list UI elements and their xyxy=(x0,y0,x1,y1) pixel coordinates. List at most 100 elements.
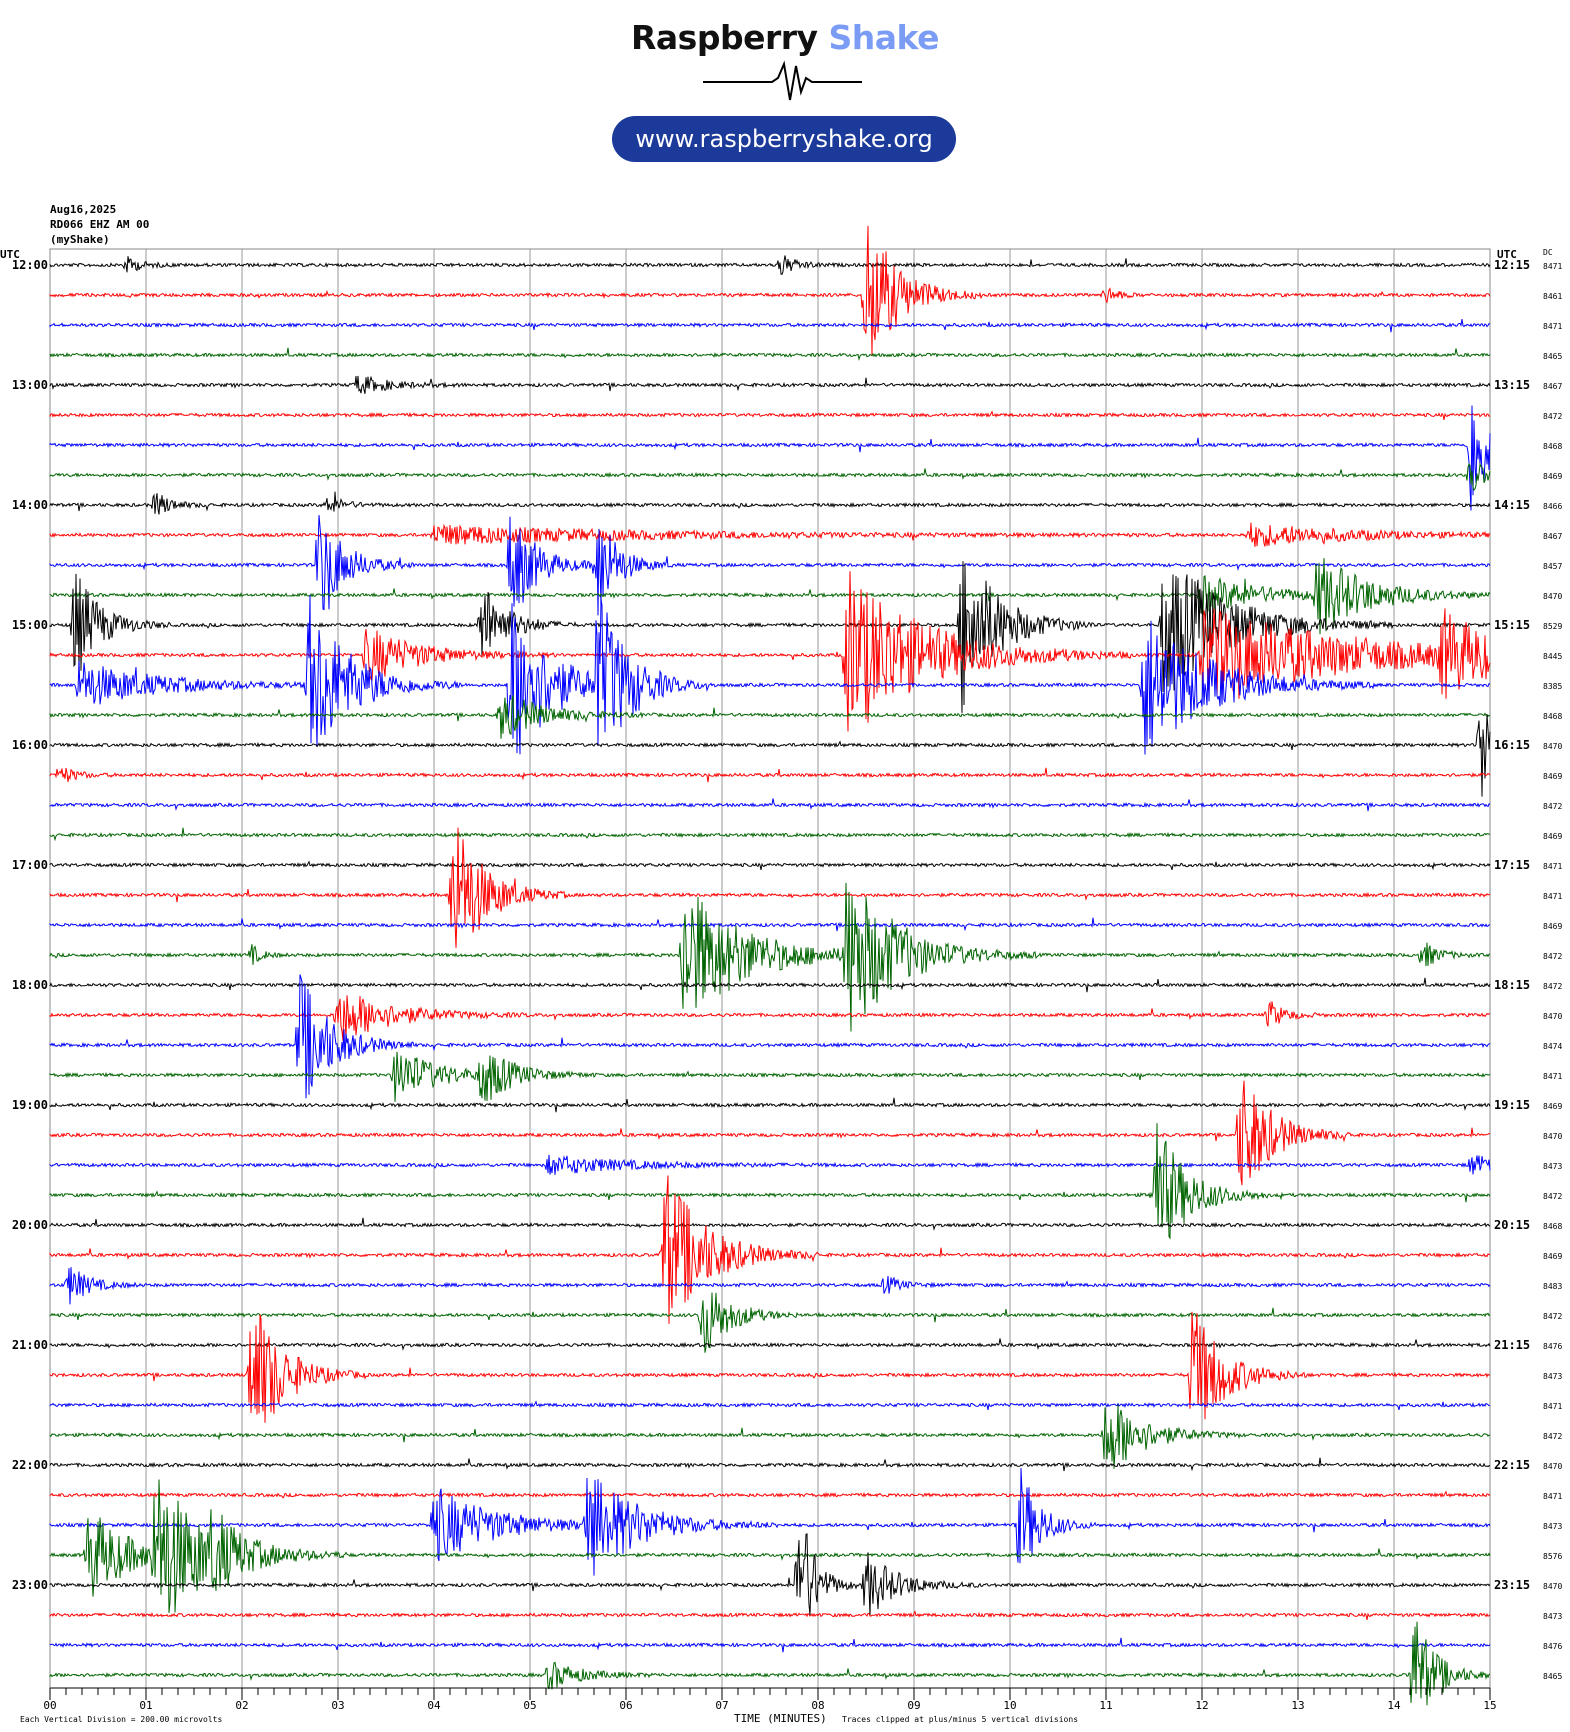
dc-value: 8466 xyxy=(1543,502,1562,511)
logo-word-raspberry: Raspberry xyxy=(631,18,818,57)
trace-row xyxy=(49,827,1491,948)
trace-row xyxy=(49,594,1490,755)
trace-row xyxy=(49,1175,1491,1324)
trace-row xyxy=(49,1490,1491,1499)
trace-row xyxy=(49,1080,1491,1186)
footer-scale-note: Each Vertical Division = 200.00 microvol… xyxy=(20,1715,222,1724)
trace-row xyxy=(49,1621,1491,1706)
trace-row xyxy=(49,1123,1491,1240)
x-tick-label: 01 xyxy=(139,1699,152,1712)
trace-row xyxy=(49,1400,1490,1411)
trace-row xyxy=(49,1311,1491,1423)
right-time-label: 20:15 xyxy=(1494,1218,1530,1232)
left-time-label: 23:00 xyxy=(12,1578,48,1592)
right-time-label: 16:15 xyxy=(1494,738,1530,752)
trace-row xyxy=(49,491,1491,515)
left-time-label: 16:00 xyxy=(12,738,48,752)
dc-value: 8465 xyxy=(1543,352,1562,361)
trace-row xyxy=(49,561,1491,713)
plot-frame xyxy=(49,248,1491,1689)
dc-value: 8470 xyxy=(1543,1582,1562,1591)
logo-title: Raspberry Shake xyxy=(620,18,950,57)
dc-value: 8471 xyxy=(1543,1492,1562,1501)
dc-value: 8471 xyxy=(1543,1402,1562,1411)
trace-row xyxy=(49,225,1491,356)
x-tick-label: 00 xyxy=(43,1699,56,1712)
trace-row xyxy=(49,977,1491,993)
trace-row xyxy=(49,767,1491,783)
x-tick-label: 10 xyxy=(1003,1699,1016,1712)
dc-value: 8472 xyxy=(1543,952,1562,961)
trace-row xyxy=(49,917,1491,932)
dc-value: 8470 xyxy=(1543,742,1562,751)
website-link[interactable]: www.raspberryshake.org xyxy=(612,116,956,162)
dc-value: 8472 xyxy=(1543,982,1562,991)
dc-value: 8576 xyxy=(1543,1552,1562,1561)
left-time-label: 12:00 xyxy=(12,258,48,272)
x-tick-label: 12 xyxy=(1195,1699,1208,1712)
trace-row xyxy=(49,319,1491,333)
station-label: RD066 EHZ AM 00 xyxy=(50,218,150,231)
left-time-label: 17:00 xyxy=(12,858,48,872)
trace-row xyxy=(49,558,1491,635)
dc-value: 8472 xyxy=(1543,1312,1562,1321)
dc-value: 8471 xyxy=(1543,322,1562,331)
dc-value: 8445 xyxy=(1543,652,1562,661)
dc-value: 8473 xyxy=(1543,1372,1562,1381)
dc-value: 8470 xyxy=(1543,592,1562,601)
left-utc-label: UTC xyxy=(0,248,20,261)
dc-value: 8473 xyxy=(1543,1612,1562,1621)
dc-value: 8471 xyxy=(1543,1072,1562,1081)
dc-header: DC xyxy=(1543,248,1553,257)
dc-value: 8469 xyxy=(1543,922,1562,931)
trace-row xyxy=(49,410,1491,420)
x-tick-label: 07 xyxy=(715,1699,728,1712)
right-time-label: 21:15 xyxy=(1494,1338,1530,1352)
trace-row xyxy=(49,522,1491,547)
trace-row xyxy=(49,1217,1491,1231)
dc-value: 8468 xyxy=(1543,712,1562,721)
dc-value: 8472 xyxy=(1543,412,1562,421)
dc-value: 8457 xyxy=(1543,562,1562,571)
trace-row xyxy=(49,1610,1491,1620)
trace-row xyxy=(49,1479,1491,1613)
trace-row xyxy=(49,827,1490,842)
dc-value: 8471 xyxy=(1543,262,1562,271)
x-tick-label: 11 xyxy=(1099,1699,1112,1712)
x-tick-label: 05 xyxy=(523,1699,536,1712)
dc-value: 8461 xyxy=(1543,292,1562,301)
dc-value: 8473 xyxy=(1543,1162,1562,1171)
trace-row xyxy=(49,375,1491,395)
left-time-label: 18:00 xyxy=(12,978,48,992)
logo-word-shake: Shake xyxy=(828,18,940,57)
left-time-label: 20:00 xyxy=(12,1218,48,1232)
dc-value: 8469 xyxy=(1543,832,1562,841)
trace-row xyxy=(49,1292,1491,1353)
trace-row xyxy=(49,1468,1491,1576)
right-time-label: 17:15 xyxy=(1494,858,1530,872)
left-time-label: 13:00 xyxy=(12,378,48,392)
right-utc-label: UTC xyxy=(1497,248,1517,261)
date-label: Aug16,2025 xyxy=(50,203,117,216)
dc-value: 8476 xyxy=(1543,1342,1562,1351)
footer-clip-note: Traces clipped at plus/minus 5 vertical … xyxy=(842,1715,1078,1724)
trace-row xyxy=(49,1637,1491,1653)
trace-row xyxy=(49,1097,1491,1113)
dc-value: 8469 xyxy=(1543,472,1562,481)
right-time-label: 15:15 xyxy=(1494,618,1530,632)
x-tick-label: 09 xyxy=(907,1699,920,1712)
dc-value: 8472 xyxy=(1543,1432,1562,1441)
dc-value: 8471 xyxy=(1543,862,1562,871)
right-time-label: 23:15 xyxy=(1494,1578,1530,1592)
dc-value: 8468 xyxy=(1543,442,1562,451)
right-time-label: 22:15 xyxy=(1494,1458,1530,1472)
dc-value: 8470 xyxy=(1543,1462,1562,1471)
dc-value: 8470 xyxy=(1543,1132,1562,1141)
trace-row xyxy=(49,571,1491,732)
trace-row xyxy=(49,405,1491,511)
dc-value: 8474 xyxy=(1543,1042,1562,1051)
left-time-label: 15:00 xyxy=(12,618,48,632)
trace-row xyxy=(49,882,1491,1032)
trace-row xyxy=(49,347,1491,361)
